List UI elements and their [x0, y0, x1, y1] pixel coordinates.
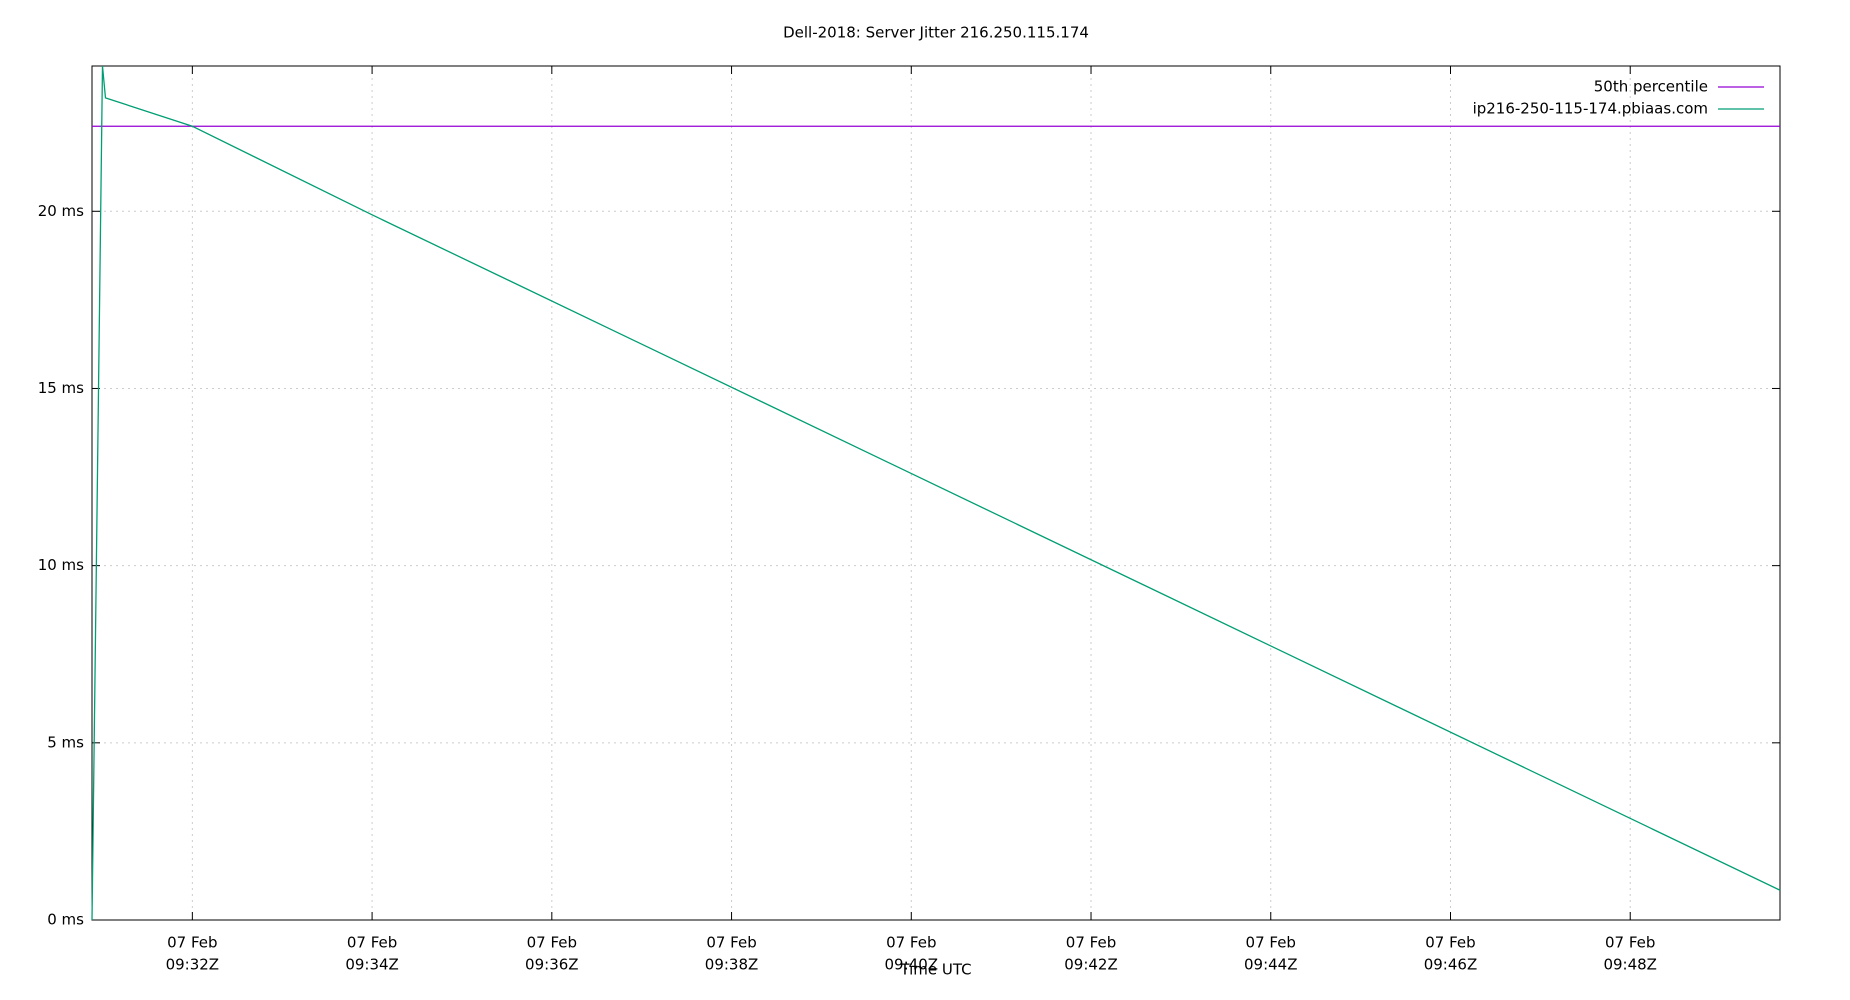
y-tick-label: 20 ms	[38, 202, 84, 220]
y-tick-label: 5 ms	[47, 733, 84, 751]
x-tick-label: 09:48Z	[1603, 956, 1657, 974]
x-tick-label: 07 Feb	[1605, 934, 1655, 952]
x-tick-label: 09:32Z	[166, 956, 220, 974]
legend-label: 50th percentile	[1594, 78, 1708, 96]
legend-label: ip216-250-115-174.pbiaas.com	[1473, 100, 1708, 118]
x-tick-label: 07 Feb	[347, 934, 397, 952]
x-tick-label: 09:36Z	[525, 956, 579, 974]
x-tick-label: 07 Feb	[886, 934, 936, 952]
x-tick-label: 07 Feb	[1425, 934, 1475, 952]
x-tick-label: 07 Feb	[706, 934, 756, 952]
x-tick-label: 09:40Z	[885, 956, 939, 974]
x-tick-label: 09:46Z	[1424, 956, 1478, 974]
x-tick-label: 09:34Z	[345, 956, 399, 974]
x-tick-label: 07 Feb	[167, 934, 217, 952]
x-tick-label: 09:38Z	[705, 956, 759, 974]
x-tick-label: 07 Feb	[527, 934, 577, 952]
x-tick-label: 09:44Z	[1244, 956, 1298, 974]
y-tick-label: 10 ms	[38, 556, 84, 574]
x-tick-label: 07 Feb	[1066, 934, 1116, 952]
plot-frame	[91, 65, 1781, 921]
y-tick-label: 0 ms	[47, 911, 84, 929]
data-line	[91, 65, 1781, 921]
x-axis-label: Time UTC	[899, 961, 971, 979]
y-tick-label: 15 ms	[38, 379, 84, 397]
x-tick-label: 09:42Z	[1064, 956, 1118, 974]
x-tick-label: 07 Feb	[1246, 934, 1296, 952]
chart-title: Dell-2018: Server Jitter 216.250.115.174	[783, 24, 1089, 42]
